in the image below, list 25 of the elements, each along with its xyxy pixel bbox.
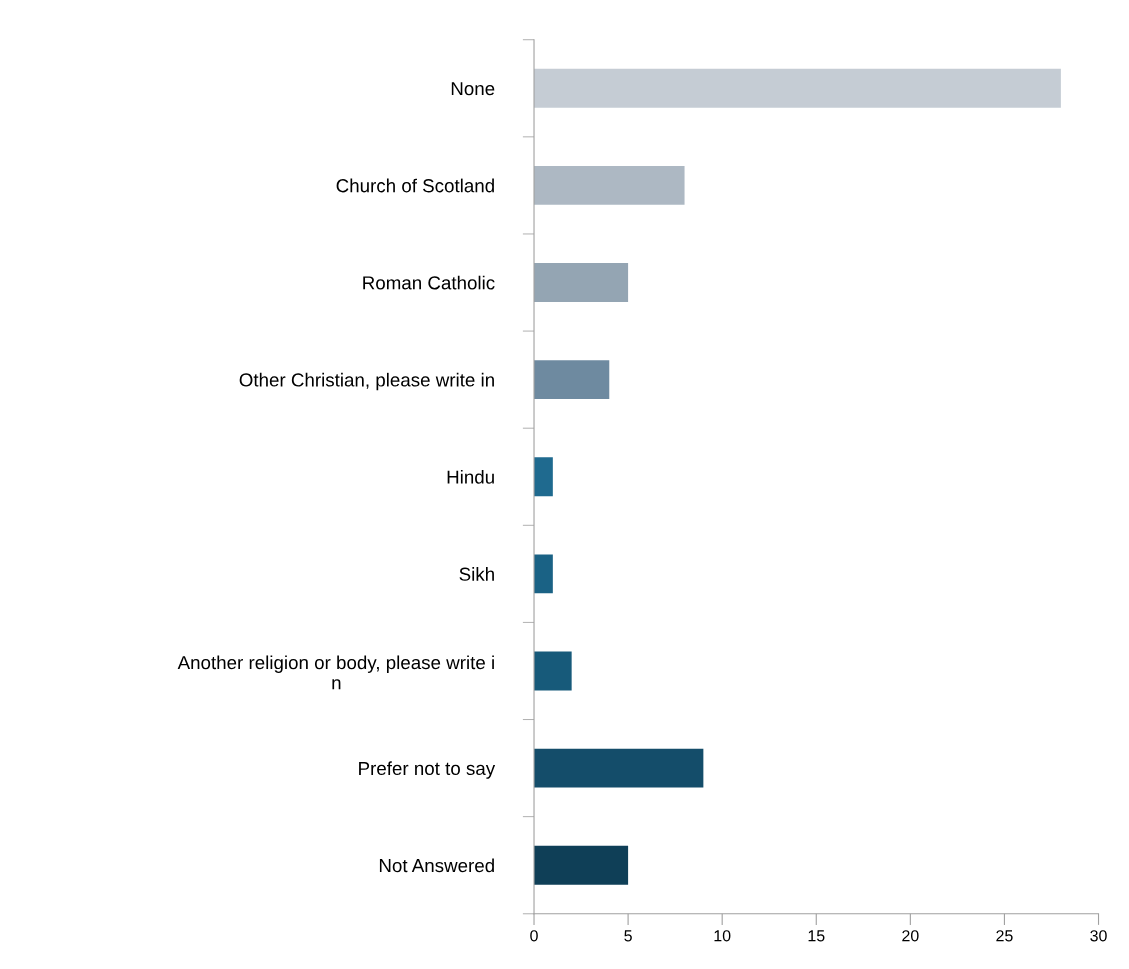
x-tick-label: 30: [1090, 930, 1107, 942]
y-tick-label: Not Answered: [379, 858, 494, 873]
y-tick-label: Hindu: [447, 469, 494, 484]
y-tick-label: None: [451, 82, 495, 96]
y-tick-label: Prefer not to say: [359, 761, 496, 779]
y-tick-label: Other Christian, please write in: [239, 372, 494, 391]
y-tick-label: Roman Catholic: [363, 275, 495, 290]
bar: [534, 360, 610, 400]
bar: [534, 554, 553, 594]
x-tick-label: 0: [530, 930, 538, 942]
bar: [534, 68, 1061, 108]
bar: [534, 263, 629, 302]
bar: [534, 748, 704, 788]
x-tick-label: 20: [902, 930, 919, 942]
bar: [534, 165, 685, 205]
x-tick-label: 15: [808, 930, 825, 942]
x-tick-label: 5: [624, 930, 632, 942]
y-tick-label: Church of Scotland: [336, 178, 494, 193]
bar: [534, 845, 629, 885]
x-tick-label: 10: [714, 930, 731, 942]
bar: [534, 651, 572, 691]
x-tick-label: 25: [996, 930, 1013, 942]
y-tick-label: Another religion or body, please write i n: [177, 655, 494, 690]
y-tick-label: Sikh: [459, 567, 494, 581]
bar: [534, 457, 553, 497]
